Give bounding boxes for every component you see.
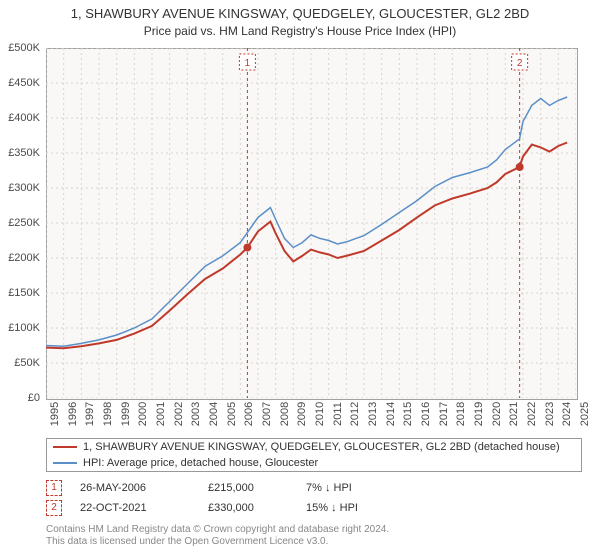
footer-line-1: Contains HM Land Registry data © Crown c… bbox=[46, 524, 389, 536]
legend-swatch bbox=[53, 462, 77, 464]
x-tick-label: 2013 bbox=[367, 402, 379, 426]
y-tick-label: £100K bbox=[8, 322, 40, 334]
legend-row: 1, SHAWBURY AVENUE KINGSWAY, QUEDGELEY, … bbox=[53, 439, 581, 455]
chart-container: 1, SHAWBURY AVENUE KINGSWAY, QUEDGELEY, … bbox=[0, 0, 600, 560]
x-axis: 1995 1996 1997 1998 1999 2000 2001 2002 2003 2004… bbox=[46, 400, 576, 434]
chart-title: 1, SHAWBURY AVENUE KINGSWAY, QUEDGELEY, … bbox=[0, 0, 600, 23]
y-tick-label: £250K bbox=[8, 217, 40, 229]
x-tick-label: 2005 bbox=[226, 402, 238, 426]
chart-svg: 12 bbox=[46, 48, 576, 398]
x-tick-label: 2016 bbox=[420, 402, 432, 426]
y-tick-label: £0 bbox=[28, 392, 40, 404]
legend-row: HPI: Average price, detached house, Glou… bbox=[53, 455, 581, 471]
x-tick-label: 2021 bbox=[508, 402, 520, 426]
x-tick-label: 2014 bbox=[385, 402, 397, 426]
y-axis: £0£50K£100K£150K£200K£250K£300K£350K£400… bbox=[0, 48, 44, 398]
x-tick-label: 2001 bbox=[155, 402, 167, 426]
x-tick-label: 2007 bbox=[261, 402, 273, 426]
sale-date: 22-OCT-2021 bbox=[80, 502, 190, 514]
x-tick-label: 2002 bbox=[173, 402, 185, 426]
x-tick-label: 2009 bbox=[296, 402, 308, 426]
footer-line-2: This data is licensed under the Open Gov… bbox=[46, 536, 389, 548]
legend-label: HPI: Average price, detached house, Glou… bbox=[83, 457, 318, 469]
x-tick-label: 1999 bbox=[120, 402, 132, 426]
y-tick-label: £350K bbox=[8, 147, 40, 159]
sale-price: £215,000 bbox=[208, 482, 288, 494]
sale-pct: 7% ↓ HPI bbox=[306, 482, 426, 494]
y-tick-label: £150K bbox=[8, 287, 40, 299]
x-tick-label: 2019 bbox=[473, 402, 485, 426]
plot-area: 12 bbox=[46, 48, 576, 398]
x-tick-label: 2008 bbox=[279, 402, 291, 426]
legend-label: 1, SHAWBURY AVENUE KINGSWAY, QUEDGELEY, … bbox=[83, 441, 560, 453]
y-tick-label: £450K bbox=[8, 77, 40, 89]
y-tick-label: £300K bbox=[8, 182, 40, 194]
y-tick-label: £400K bbox=[8, 112, 40, 124]
svg-text:2: 2 bbox=[517, 58, 523, 69]
x-tick-label: 2025 bbox=[579, 402, 591, 426]
x-tick-label: 2004 bbox=[208, 402, 220, 426]
sale-marker: 1 bbox=[46, 480, 62, 496]
x-tick-label: 2006 bbox=[243, 402, 255, 426]
x-tick-label: 2000 bbox=[137, 402, 149, 426]
x-tick-label: 2015 bbox=[402, 402, 414, 426]
x-tick-label: 1997 bbox=[84, 402, 96, 426]
legend-swatch bbox=[53, 446, 77, 448]
svg-text:1: 1 bbox=[245, 58, 251, 69]
x-tick-label: 1996 bbox=[67, 402, 79, 426]
x-tick-label: 2020 bbox=[491, 402, 503, 426]
sale-marker: 2 bbox=[46, 500, 62, 516]
x-tick-label: 2003 bbox=[190, 402, 202, 426]
legend: 1, SHAWBURY AVENUE KINGSWAY, QUEDGELEY, … bbox=[46, 438, 582, 472]
sale-date: 26-MAY-2006 bbox=[80, 482, 190, 494]
x-tick-label: 2010 bbox=[314, 402, 326, 426]
y-tick-label: £200K bbox=[8, 252, 40, 264]
x-tick-label: 2024 bbox=[561, 402, 573, 426]
x-tick-label: 2017 bbox=[438, 402, 450, 426]
sales-table: 1 26-MAY-2006 £215,000 7% ↓ HPI 2 22-OCT-2021… bbox=[46, 478, 426, 518]
x-tick-label: 1998 bbox=[102, 402, 114, 426]
y-tick-label: £50K bbox=[14, 357, 40, 369]
sale-price: £330,000 bbox=[208, 502, 288, 514]
x-tick-label: 2011 bbox=[332, 402, 344, 426]
sale-row: 2 22-OCT-2021 £330,000 15% ↓ HPI bbox=[46, 498, 426, 518]
footer-attribution: Contains HM Land Registry data © Crown c… bbox=[46, 524, 389, 548]
chart-subtitle: Price paid vs. HM Land Registry's House … bbox=[0, 23, 600, 38]
sale-row: 1 26-MAY-2006 £215,000 7% ↓ HPI bbox=[46, 478, 426, 498]
x-tick-label: 1995 bbox=[49, 402, 61, 426]
x-tick-label: 2018 bbox=[455, 402, 467, 426]
x-tick-label: 2023 bbox=[544, 402, 556, 426]
sale-pct: 15% ↓ HPI bbox=[306, 502, 426, 514]
x-tick-label: 2012 bbox=[349, 402, 361, 426]
y-tick-label: £500K bbox=[8, 42, 40, 54]
x-tick-label: 2022 bbox=[526, 402, 538, 426]
